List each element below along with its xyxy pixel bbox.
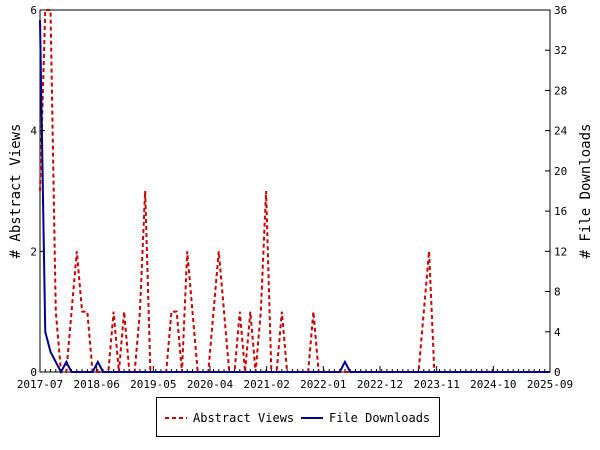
y-left-tick-label: 4 xyxy=(30,125,37,138)
tick-labels: 2017-07 2018-06 2019-05 2020-04 2021-02 2022-… xyxy=(17,4,573,391)
legend-label-abstract-views: Abstract Views xyxy=(193,411,295,425)
x-tick-label: 2024-10 xyxy=(470,378,516,391)
x-tick-label: 2025-09 xyxy=(527,378,573,391)
series-line-file-downloads xyxy=(39,20,550,375)
x-tick-label: 2022-01 xyxy=(300,378,346,391)
y-right-tick-label: 4 xyxy=(554,326,561,339)
y-right-tick-label: 12 xyxy=(554,245,567,258)
y-right-tick-label: 20 xyxy=(554,165,567,178)
y-right-tick-label: 32 xyxy=(554,44,567,57)
x-tick-label: 2021-02 xyxy=(243,378,289,391)
x-tick-label: 2022-12 xyxy=(357,378,403,391)
legend-swatch-file-downloads xyxy=(301,417,323,419)
series-layer xyxy=(39,9,550,375)
x-tick-label: 2019-05 xyxy=(130,378,176,391)
y-right-tick-label: 36 xyxy=(554,4,567,17)
legend: Abstract Views File Downloads xyxy=(156,397,440,437)
plot-area xyxy=(39,9,551,373)
y-right-tick-label: 0 xyxy=(554,366,561,379)
y-left-axis-title: # Abstract Views xyxy=(8,124,24,259)
x-tick-label: 2023-11 xyxy=(413,378,459,391)
legend-item-file-downloads: File Downloads xyxy=(301,410,430,426)
y-left-tick-label: 6 xyxy=(30,4,37,17)
y-left-tick-label: 0 xyxy=(30,366,37,379)
legend-item-abstract-views: Abstract Views xyxy=(165,410,294,426)
x-tick-label: 2018-06 xyxy=(73,378,119,391)
x-tick-label: 2020-04 xyxy=(187,378,234,391)
y-right-tick-label: 24 xyxy=(554,125,568,138)
y-right-tick-label: 28 xyxy=(554,84,567,97)
legend-swatch-abstract-views xyxy=(165,417,187,419)
y-left-tick-label: 2 xyxy=(30,245,37,258)
legend-label-file-downloads: File Downloads xyxy=(329,411,431,425)
y-right-tick-label: 8 xyxy=(554,286,561,299)
y-right-tick-label: 16 xyxy=(554,205,567,218)
y-right-axis-title: # File Downloads xyxy=(578,124,594,259)
x-tick-label: 2017-07 xyxy=(17,378,63,391)
